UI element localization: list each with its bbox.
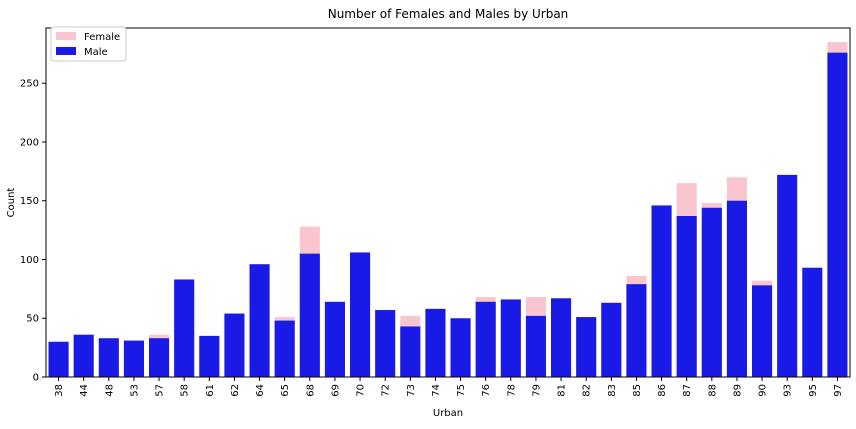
plot-frame: [45, 27, 851, 378]
bar-male-58: [174, 279, 195, 377]
bar-male-73: [400, 326, 421, 377]
x-tick-label: 70: [356, 384, 367, 397]
bar-male-87: [676, 216, 697, 377]
x-tick-label: 65: [280, 384, 291, 397]
x-tick-label: 58: [180, 384, 191, 397]
x-tick-label: 75: [456, 384, 467, 397]
bar-male-57: [149, 338, 170, 377]
y-tick-label: 100: [20, 255, 39, 266]
bar-male-86: [651, 205, 672, 377]
bar-male-65: [274, 320, 295, 377]
bar-male-75: [450, 318, 471, 377]
legend-swatch-male: [56, 47, 76, 55]
bar-male-62: [224, 313, 245, 377]
x-tick-label: 57: [155, 384, 166, 397]
x-tick-label: 44: [79, 384, 90, 397]
bar-male-61: [199, 335, 220, 377]
x-tick-label: 93: [783, 384, 794, 397]
bar-male-90: [752, 285, 773, 377]
y-tick-label: 150: [20, 196, 39, 207]
bar-male-38: [48, 341, 69, 377]
legend-label-male: Male: [84, 47, 108, 58]
x-tick-label: 86: [657, 384, 668, 397]
bars-group: [48, 42, 848, 378]
legend-label-female: Female: [84, 32, 120, 43]
bar-male-88: [701, 207, 722, 377]
y-tick-label: 0: [33, 373, 39, 384]
x-tick-label: 38: [54, 384, 65, 397]
x-tick-label: 95: [808, 384, 819, 397]
x-tick-label: 87: [682, 384, 693, 397]
y-tick-label: 50: [26, 314, 39, 325]
bar-male-44: [73, 334, 94, 377]
y-axis: 0 50 100 150 200 250: [20, 79, 46, 384]
x-tick-label: 89: [732, 384, 743, 397]
x-tick-label: 81: [557, 384, 568, 397]
y-tick-label: 200: [20, 137, 39, 148]
legend: Female Male: [50, 26, 127, 62]
bar-male-53: [123, 340, 144, 377]
bar-male-78: [500, 299, 521, 377]
x-tick-label: 78: [506, 384, 517, 397]
bar-male-97: [827, 52, 848, 378]
x-tick-label: 88: [707, 384, 718, 397]
bar-male-89: [726, 200, 747, 377]
bar-male-68: [299, 253, 320, 377]
y-tick-label: 250: [20, 79, 39, 90]
x-tick-label: 48: [104, 384, 115, 397]
x-tick-label: 79: [531, 384, 542, 397]
x-tick-label: 74: [431, 384, 442, 397]
bar-male-76: [475, 301, 496, 377]
legend-swatch-female: [56, 32, 76, 40]
bar-male-79: [525, 315, 546, 377]
x-tick-label: 68: [305, 384, 316, 397]
x-tick-label: 72: [381, 384, 392, 397]
bar-male-70: [350, 252, 371, 377]
bar-male-93: [777, 174, 798, 377]
x-tick-label: 73: [406, 384, 417, 397]
x-tick-label: 85: [632, 384, 643, 397]
x-tick-label: 62: [230, 384, 241, 397]
bar-male-82: [576, 317, 597, 377]
bar-male-95: [802, 267, 823, 377]
x-tick-label: 53: [129, 384, 140, 397]
bar-male-85: [626, 284, 647, 377]
x-tick-label: 64: [255, 384, 266, 397]
x-tick-label: 82: [582, 384, 593, 397]
bar-male-48: [98, 338, 119, 377]
x-tick-label: 97: [833, 384, 844, 397]
x-tick-label: 61: [205, 384, 216, 397]
x-axis-label: Urban: [433, 408, 463, 419]
y-axis-label: Count: [6, 188, 17, 218]
x-tick-label: 90: [758, 384, 769, 397]
bar-male-83: [601, 302, 622, 377]
x-tick-label: 83: [607, 384, 618, 397]
bar-male-81: [551, 298, 572, 377]
bar-male-64: [249, 264, 270, 377]
x-tick-label: 69: [330, 384, 341, 397]
bar-male-72: [375, 310, 396, 377]
bar-male-74: [425, 308, 446, 377]
x-tick-label: 76: [481, 384, 492, 397]
chart-title: Number of Females and Males by Urban: [328, 7, 569, 21]
bar-male-69: [324, 301, 345, 377]
x-axis: 38 44 48 53 57 58 61 62 64 65 68 69 70 72 73 74 75 76 78 79…: [54, 377, 844, 397]
